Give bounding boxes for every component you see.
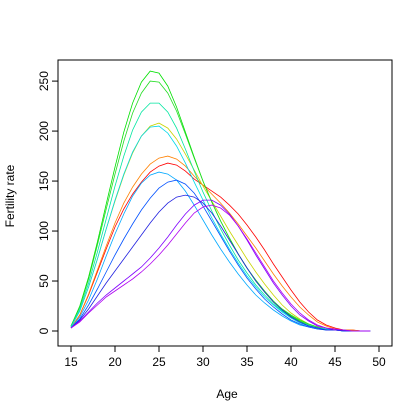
y-tick-label: 50 bbox=[37, 274, 51, 288]
y-tick-label: 150 bbox=[37, 171, 51, 191]
y-axis-title: Fertility rate bbox=[3, 164, 17, 227]
x-tick-label: 35 bbox=[240, 355, 254, 369]
x-tick-label: 50 bbox=[372, 355, 386, 369]
plot-frame bbox=[57, 59, 393, 347]
series-line-12 bbox=[70, 204, 371, 332]
x-axis-title: Age bbox=[216, 387, 238, 401]
series-line-2 bbox=[70, 155, 371, 332]
series-line-11 bbox=[70, 199, 371, 332]
series-line-4 bbox=[70, 70, 371, 332]
x-tick-label: 40 bbox=[284, 355, 298, 369]
series-line-1 bbox=[70, 162, 371, 332]
y-tick-label: 0 bbox=[37, 327, 51, 334]
y-tick-label: 100 bbox=[37, 221, 51, 241]
x-tick-label: 15 bbox=[64, 355, 78, 369]
y-tick-label: 250 bbox=[37, 71, 51, 91]
x-tick-label: 20 bbox=[108, 355, 122, 369]
y-tick-label: 200 bbox=[37, 121, 51, 141]
series-line-5 bbox=[70, 80, 371, 332]
y-axis: 0 50 100 150 200 250 bbox=[37, 71, 58, 334]
x-tick-label: 45 bbox=[328, 355, 342, 369]
series-line-6 bbox=[70, 102, 371, 332]
series-line-9 bbox=[70, 179, 371, 332]
series-line-3 bbox=[70, 122, 371, 332]
series-line-10 bbox=[70, 194, 371, 332]
x-tick-label: 30 bbox=[196, 355, 210, 369]
x-axis: 15 20 25 30 35 40 45 50 bbox=[64, 346, 386, 369]
x-tick-label: 25 bbox=[152, 355, 166, 369]
series-layer bbox=[70, 70, 371, 332]
series-line-8 bbox=[70, 171, 371, 332]
